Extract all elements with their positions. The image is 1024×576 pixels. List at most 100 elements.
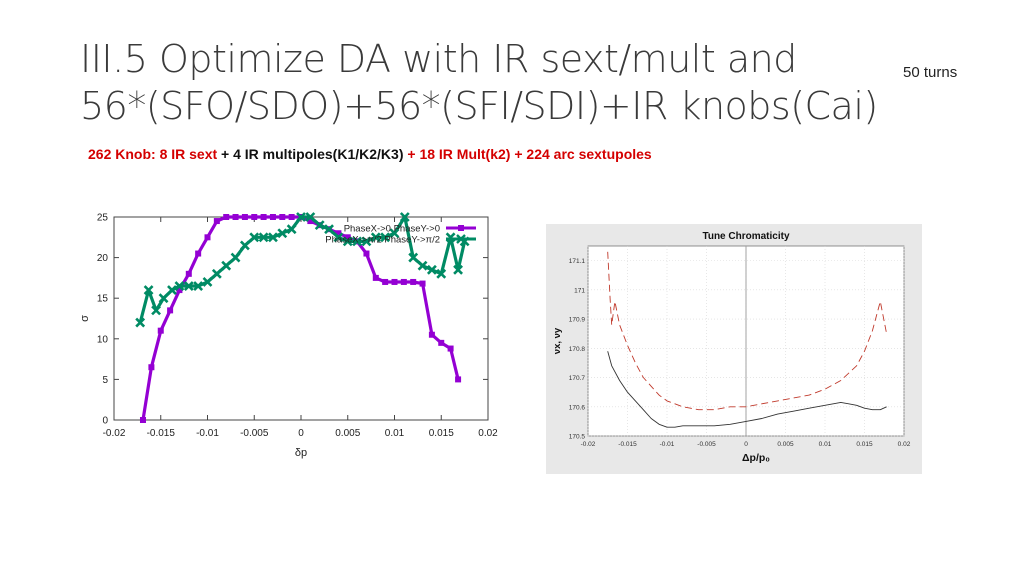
data-point xyxy=(158,293,169,304)
x-tick-label: 0 xyxy=(744,441,748,448)
knob-subtitle: 262 Knob: 8 IR sext + 4 IR multipoles(K1… xyxy=(88,146,652,162)
data-point xyxy=(335,230,342,237)
legend-marker-1 xyxy=(458,225,464,231)
data-point xyxy=(447,345,454,352)
data-point xyxy=(249,232,260,243)
data-point xyxy=(352,236,363,247)
data-point xyxy=(391,278,398,285)
data-point xyxy=(277,228,288,239)
data-point xyxy=(333,232,344,243)
data-point xyxy=(269,214,276,220)
data-point xyxy=(314,220,325,231)
y-tick-label: 5 xyxy=(102,375,108,386)
data-point xyxy=(221,260,232,271)
y-tick-label: 10 xyxy=(97,334,109,345)
data-point xyxy=(202,277,213,287)
slide-title-line-1: III.5 Optimize DA with IR sext/mult and xyxy=(80,37,797,81)
legend-label-1: PhaseX->0 PhaseY->0 xyxy=(344,224,440,235)
x-tick-label: -0.02 xyxy=(581,441,596,448)
y-tick-label: 171 xyxy=(574,287,585,294)
x-tick-label: -0.02 xyxy=(103,428,126,439)
x-tick-label: 0.015 xyxy=(856,441,873,448)
y-tick-label: 171.1 xyxy=(569,258,586,265)
data-point xyxy=(288,214,295,220)
tune-chromaticity-chart: Tune Chromaticity -0.02 -0.015 -0.01 -0.005 0… xyxy=(546,224,922,474)
data-point xyxy=(389,228,400,239)
subtitle-part-ir-mult: + 18 IR Mult(k2) xyxy=(407,146,515,162)
x-tick-label: -0.01 xyxy=(660,441,675,448)
data-point xyxy=(185,270,192,277)
x-tick-label: 0.015 xyxy=(429,428,454,439)
data-point xyxy=(305,212,316,222)
data-point xyxy=(382,278,389,285)
data-point xyxy=(410,278,417,285)
x-axis-label: δp xyxy=(295,447,307,459)
chart-title: Tune Chromaticity xyxy=(702,231,789,242)
slide-title: III.5 Optimize DA with IR sext/mult and … xyxy=(80,36,900,130)
data-point xyxy=(183,281,194,291)
x-tick-label: 0.005 xyxy=(335,428,360,439)
y-tick-label: 170.9 xyxy=(569,317,586,324)
y-tick-label: 25 xyxy=(97,213,109,224)
data-point xyxy=(241,214,248,220)
data-point xyxy=(232,214,239,220)
data-point xyxy=(296,212,306,222)
data-point xyxy=(135,317,146,328)
legend-label-2: PhaseX->π/2 PhaseY->π/2 xyxy=(325,235,440,246)
data-point xyxy=(438,339,445,346)
data-point xyxy=(211,268,222,279)
data-point xyxy=(400,278,407,285)
data-point xyxy=(167,285,177,295)
data-point xyxy=(195,250,202,257)
data-point xyxy=(453,264,463,275)
data-point xyxy=(167,307,174,314)
data-point xyxy=(455,376,462,383)
x-tick-label: -0.015 xyxy=(147,428,176,439)
y-tick-label: 170.7 xyxy=(569,375,586,382)
data-point xyxy=(342,236,353,247)
legend-marker-2 xyxy=(456,234,466,244)
data-point xyxy=(223,214,230,220)
y-axis-label: σ xyxy=(80,315,91,322)
x-tick-label: 0 xyxy=(298,428,304,439)
data-point xyxy=(426,264,437,275)
data-point xyxy=(419,280,426,287)
data-point xyxy=(436,268,447,279)
x-axis-label: Δp/p₀ xyxy=(742,452,770,464)
data-point xyxy=(213,218,220,225)
y-tick-label: 170.6 xyxy=(569,404,586,411)
x-tick-label: -0.005 xyxy=(697,441,716,448)
data-point xyxy=(370,232,381,243)
tune-series-line-1 xyxy=(607,251,888,411)
turns-note: 50 turns xyxy=(903,64,958,81)
y-axis-label: νx, νy xyxy=(552,327,563,354)
x-tick-label: 0.02 xyxy=(478,428,498,439)
x-tick-label: 0.01 xyxy=(385,428,405,439)
y-tick-label: 20 xyxy=(97,253,109,264)
slide-title-line-2: 56*(SFO/SDO)+56*(SFI/SDI)+IR knobs(Cai) xyxy=(80,84,878,128)
data-point xyxy=(268,232,278,243)
data-point xyxy=(399,212,410,222)
data-point xyxy=(258,232,269,243)
tune-series-line-2 xyxy=(607,351,887,428)
y-tick-label: 170.8 xyxy=(569,346,586,353)
data-point xyxy=(151,305,161,316)
data-point xyxy=(344,234,351,241)
data-point xyxy=(307,218,314,225)
data-point xyxy=(143,285,154,295)
data-point xyxy=(193,281,204,291)
x-tick-label: -0.015 xyxy=(618,441,637,448)
data-point xyxy=(324,224,334,235)
data-point xyxy=(279,214,286,220)
y-tick-label: 0 xyxy=(102,416,108,427)
data-point xyxy=(174,281,185,291)
data-point xyxy=(239,240,250,251)
data-point xyxy=(417,260,428,271)
data-point xyxy=(230,252,241,263)
data-point xyxy=(176,287,183,294)
data-point xyxy=(260,214,267,220)
x-tick-label: -0.01 xyxy=(196,428,219,439)
data-point xyxy=(380,232,391,243)
data-point xyxy=(286,224,297,235)
y-tick-label: 15 xyxy=(97,294,109,305)
